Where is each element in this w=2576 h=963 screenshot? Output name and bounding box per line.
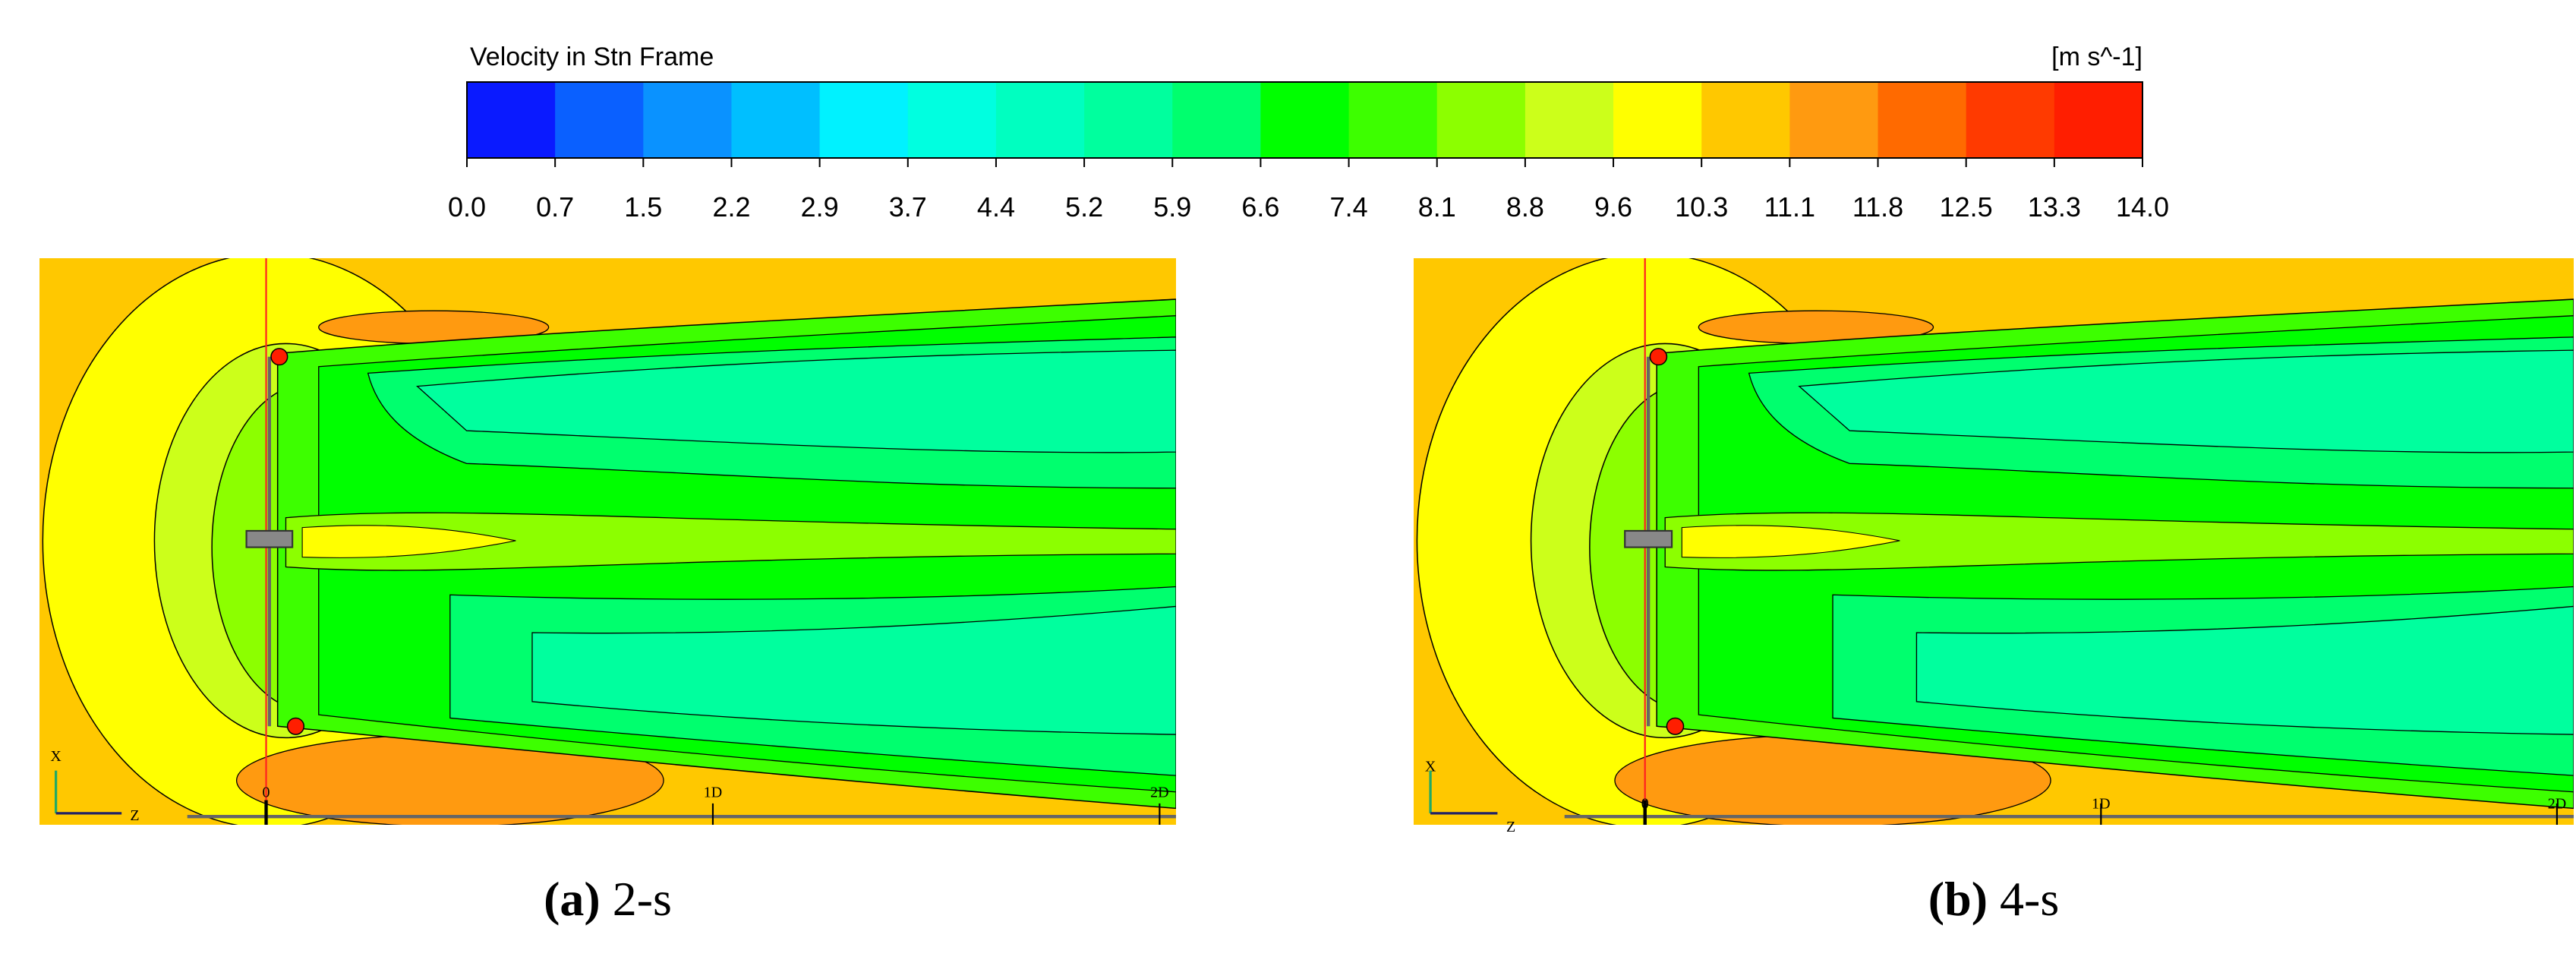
colorbar-tick-label: 3.7 bbox=[889, 191, 927, 223]
colorbar-band bbox=[1789, 82, 1879, 158]
colorbar-band bbox=[643, 82, 732, 158]
distance-marker: 0 bbox=[263, 785, 270, 801]
colorbar-band bbox=[907, 82, 997, 158]
colorbar-tick-label: 14.0 bbox=[2116, 191, 2169, 223]
colorbar-band bbox=[1348, 82, 1438, 158]
colorbar-band bbox=[1260, 82, 1350, 158]
colorbar-tick-label: 1.5 bbox=[624, 191, 662, 223]
contour-panel bbox=[1414, 254, 2574, 829]
contour-plot bbox=[39, 254, 1176, 829]
colorbar-tick-label: 10.3 bbox=[1675, 191, 1728, 223]
contour-plot bbox=[1414, 254, 2574, 829]
colorbar-band bbox=[555, 82, 644, 158]
colorbar-band bbox=[731, 82, 821, 158]
colorbar-band bbox=[1878, 82, 1967, 158]
panel-caption: (a) 2-s bbox=[544, 872, 672, 926]
distance-marker: 1D bbox=[704, 785, 722, 801]
panel-caption: (b) 4-s bbox=[1928, 872, 2059, 926]
colorbar-tick-label: 8.8 bbox=[1506, 191, 1544, 223]
colorbar-tick-label: 8.1 bbox=[1418, 191, 1456, 223]
colorbar-band bbox=[1613, 82, 1702, 158]
distance-marker: 1D bbox=[2092, 795, 2110, 812]
colorbar-tick-label: 2.9 bbox=[801, 191, 839, 223]
colorbar-tick-label: 5.2 bbox=[1065, 191, 1103, 223]
colorbar-tick-label: 5.9 bbox=[1153, 191, 1191, 223]
colorbar-band bbox=[2054, 82, 2143, 158]
colorbar-tick-label: 13.3 bbox=[2028, 191, 2081, 223]
distance-marker: 2D bbox=[2548, 795, 2566, 812]
colorbar-band bbox=[467, 82, 556, 158]
colorbar-band bbox=[1172, 82, 1261, 158]
colorbar-band bbox=[1524, 82, 1614, 158]
colorbar-band bbox=[995, 82, 1085, 158]
colorbar-tick-label: 4.4 bbox=[977, 191, 1015, 223]
contour-field bbox=[39, 254, 1176, 829]
caption-text: 2-s bbox=[613, 872, 672, 926]
colorbar-unit: [m s^-1] bbox=[2051, 43, 2142, 71]
axis-label: Z bbox=[1506, 819, 1515, 835]
contour-panel bbox=[39, 254, 1176, 829]
colorbar-tick-label: 11.1 bbox=[1764, 191, 1815, 223]
colorbar-tick-label: 0.7 bbox=[536, 191, 574, 223]
colorbar-band bbox=[1436, 82, 1526, 158]
colorbar-band bbox=[1966, 82, 2055, 158]
distance-marker: 0 bbox=[1641, 795, 1649, 812]
colorbar-band bbox=[1701, 82, 1790, 158]
colorbar-tick-label: 7.4 bbox=[1330, 191, 1368, 223]
colorbar-tick-label: 2.2 bbox=[712, 191, 750, 223]
colorbar-band bbox=[1084, 82, 1173, 158]
colorbar-band bbox=[819, 82, 909, 158]
axis-label: Z bbox=[130, 807, 139, 824]
colorbar-tick-label: 9.6 bbox=[1594, 191, 1632, 223]
colorbar-frame bbox=[466, 81, 2143, 159]
colorbar-tick-label: 11.8 bbox=[1852, 191, 1903, 223]
axis-label: X bbox=[50, 748, 61, 765]
caption-tag: (a) bbox=[544, 872, 601, 926]
caption-text: 4-s bbox=[2000, 872, 2059, 926]
axis-label: X bbox=[1425, 759, 1436, 775]
colorbar-tick-label: 12.5 bbox=[1940, 191, 1993, 223]
colorbar-tick-label: 0.0 bbox=[448, 191, 486, 223]
colorbar-title: Velocity in Stn Frame bbox=[470, 43, 714, 71]
distance-marker: 2D bbox=[1150, 785, 1168, 801]
caption-tag: (b) bbox=[1928, 872, 1988, 926]
colorbar-tick-label: 6.6 bbox=[1241, 191, 1279, 223]
contour-field bbox=[1414, 254, 2574, 829]
